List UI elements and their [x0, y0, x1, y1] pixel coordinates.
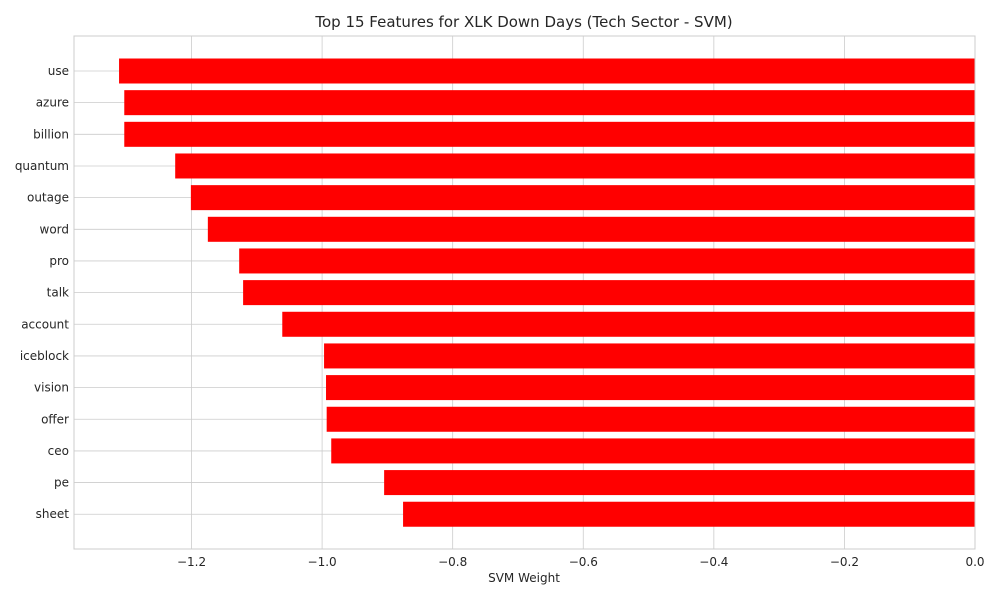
x-tick-label: −0.8: [438, 555, 467, 569]
bar-talk: [243, 280, 976, 306]
y-tick-label: pe: [54, 476, 69, 490]
x-tick-labels: −1.2 −1.0 −0.8 −0.6 −0.4 −0.2 0.0: [177, 555, 985, 569]
x-tick-label: −0.6: [569, 555, 598, 569]
x-tick-label: −1.2: [177, 555, 206, 569]
x-tick-label: −0.4: [699, 555, 728, 569]
chart-title: Top 15 Features for XLK Down Days (Tech …: [314, 13, 732, 31]
bar-azure: [124, 90, 975, 116]
y-tick-label: use: [48, 64, 69, 78]
bars: [119, 58, 976, 527]
y-tick-label: ceo: [48, 444, 69, 458]
plot-frame: [73, 35, 976, 550]
bar-pe: [384, 470, 975, 496]
y-tick-label: account: [21, 317, 69, 331]
bar-use: [119, 58, 976, 84]
bar-sheet: [403, 501, 975, 527]
bar-quantum: [175, 153, 975, 179]
x-tick-label: −0.2: [830, 555, 859, 569]
y-tick-label: sheet: [36, 507, 70, 521]
bar-account: [282, 311, 975, 337]
y-tick-label: vision: [34, 381, 69, 395]
bar-iceblock: [324, 343, 975, 369]
y-tick-label: talk: [47, 286, 69, 300]
bar-offer: [326, 406, 975, 432]
y-tick-label: azure: [36, 96, 69, 110]
bar-ceo: [331, 438, 975, 464]
bar-word: [207, 216, 975, 242]
bar-outage: [190, 185, 975, 211]
x-axis-label: SVM Weight: [488, 571, 560, 585]
x-tick-label: −1.0: [308, 555, 337, 569]
y-tick-label: iceblock: [20, 349, 69, 363]
bar-billion: [124, 121, 975, 147]
bar-vision: [326, 375, 976, 401]
y-tick-label: quantum: [15, 159, 69, 173]
y-tick-label: word: [40, 222, 70, 236]
y-tick-label: offer: [41, 412, 69, 426]
y-tick-labels: use azure billion quantum outage word pro talk a…: [15, 64, 69, 521]
x-tick-label: 0.0: [965, 555, 984, 569]
bar-pro: [239, 248, 975, 274]
y-tick-label: billion: [33, 127, 69, 141]
y-tick-label: pro: [49, 254, 69, 268]
y-tick-label: outage: [27, 191, 69, 205]
